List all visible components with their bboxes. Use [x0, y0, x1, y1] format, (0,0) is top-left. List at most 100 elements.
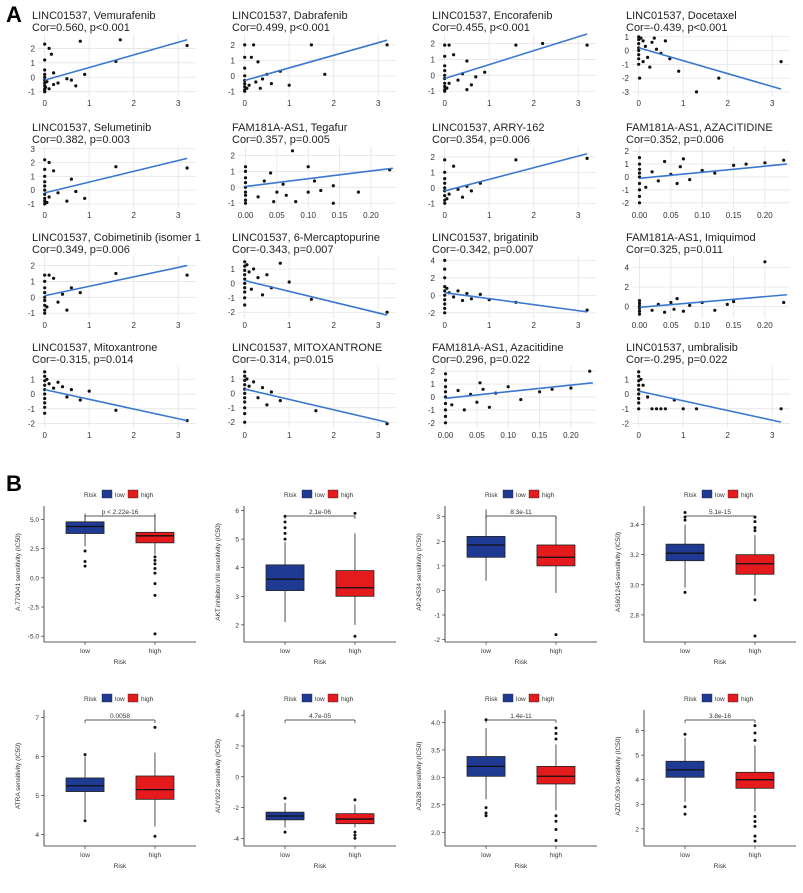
scatter-point [243, 165, 248, 169]
scatter-point [732, 299, 736, 304]
x-tick-label: 0.20 [757, 211, 773, 220]
y-tick-label: 0 [31, 186, 36, 195]
scatter-point [331, 184, 335, 188]
scatter-stat: Cor=0.296, p=0.022 [432, 354, 530, 366]
x-tick-label: 2 [531, 99, 536, 108]
box-low [466, 509, 506, 581]
legend-label-high: high [542, 696, 555, 703]
scatter-point [243, 55, 247, 59]
scatter-title: LINC01537, Vemurafenib [32, 10, 156, 22]
x-tick-label: 1 [287, 321, 292, 330]
scatter-point [585, 308, 589, 312]
scatter-title: FAM181A-AS1, Imiquimod [626, 232, 756, 244]
outlier-point [753, 598, 757, 602]
scatter-point [638, 76, 642, 80]
x-axis-title: Risk [314, 863, 327, 870]
box-low [65, 513, 105, 568]
scatter-stat: Cor=-0.314, p=0.015 [232, 354, 334, 366]
scatter-point [443, 408, 448, 412]
x-tick-label: 1 [287, 431, 292, 440]
x-tick-label: 0 [636, 431, 641, 440]
scatter-point [47, 273, 51, 277]
x-tick-label: 0 [636, 99, 641, 108]
y-tick-label: 2 [436, 539, 440, 546]
scatter-point [641, 39, 645, 43]
scatter-point [443, 302, 447, 306]
y-tick-label: 2 [31, 262, 36, 271]
scatter-point [447, 81, 451, 85]
scatter-point [443, 84, 447, 89]
scatter-point [43, 188, 47, 192]
x-tick-label: 0 [42, 321, 47, 330]
y-tick-label: 2 [431, 153, 436, 162]
legend-label-low: low [715, 492, 725, 499]
scatter-point [443, 311, 447, 315]
p-value-label: 4.7e-05 [309, 713, 331, 720]
scatter-point [83, 72, 87, 76]
outlier-point [753, 839, 757, 843]
p-value-label: 1.4e-11 [510, 713, 532, 720]
scatter-point [487, 405, 491, 409]
outlier-point [753, 724, 757, 728]
outlier-point [83, 753, 87, 757]
y-tick-label: 1 [31, 59, 36, 68]
legend-label-high: high [341, 492, 354, 499]
scatter-point [43, 75, 47, 79]
scatter-point [452, 295, 456, 299]
scatter-point [637, 62, 641, 66]
scatter-stat: Cor=-0.439, p<0.001 [626, 22, 728, 34]
scatter-point [713, 308, 717, 312]
scatter-point [281, 182, 285, 186]
box-low [265, 796, 305, 834]
outlier-point [753, 834, 757, 838]
scatter-title: LINC01537, MITOXANTRONE [232, 342, 382, 354]
y-tick-label: 3 [31, 145, 36, 154]
outlier-point [153, 582, 157, 586]
y-tick-label: 0 [31, 293, 36, 302]
scatter-point [652, 36, 656, 40]
y-tick-label: 5 [35, 793, 39, 800]
legend-label-high: high [542, 492, 555, 499]
x-tick-label: 2 [725, 99, 730, 108]
scatter-point [43, 158, 47, 162]
y-tick-label: 2 [231, 152, 236, 161]
y-tick-label: 3.0 [431, 775, 440, 782]
scatter-point [643, 44, 648, 49]
scatter-stat: Cor=0.325, p=0.011 [626, 244, 723, 256]
box-low [466, 718, 506, 818]
scatter-point [681, 157, 686, 161]
x-tick-label: 1 [287, 99, 292, 108]
scatter-point [56, 380, 60, 384]
scatter-point [514, 43, 518, 47]
x-tick-label: high [550, 852, 563, 859]
scatter-point [443, 186, 447, 190]
x-tick-label: 0 [242, 321, 247, 330]
scatter-point [469, 189, 473, 193]
y-tick-label: -1 [28, 200, 36, 209]
scatter-point [243, 290, 247, 294]
scatter-point [43, 383, 47, 387]
regression-line [444, 291, 588, 313]
outlier-point [753, 520, 757, 524]
scatter-point [443, 43, 447, 47]
scatter-point [506, 385, 510, 389]
x-tick-label: 3 [176, 99, 181, 108]
y-tick-label: -2 [434, 637, 440, 644]
y-tick-label: -2 [28, 420, 36, 429]
outlier-point [683, 732, 687, 736]
scatter-point [663, 407, 668, 411]
regression-line [639, 163, 787, 180]
y-tick-label: -2 [622, 74, 630, 83]
legend-title: Risk [284, 696, 297, 703]
scatter-point [319, 188, 323, 193]
scatter-point [69, 286, 73, 290]
regression-line [44, 388, 188, 422]
scatter-point [677, 69, 681, 73]
scatter-point [331, 201, 335, 205]
